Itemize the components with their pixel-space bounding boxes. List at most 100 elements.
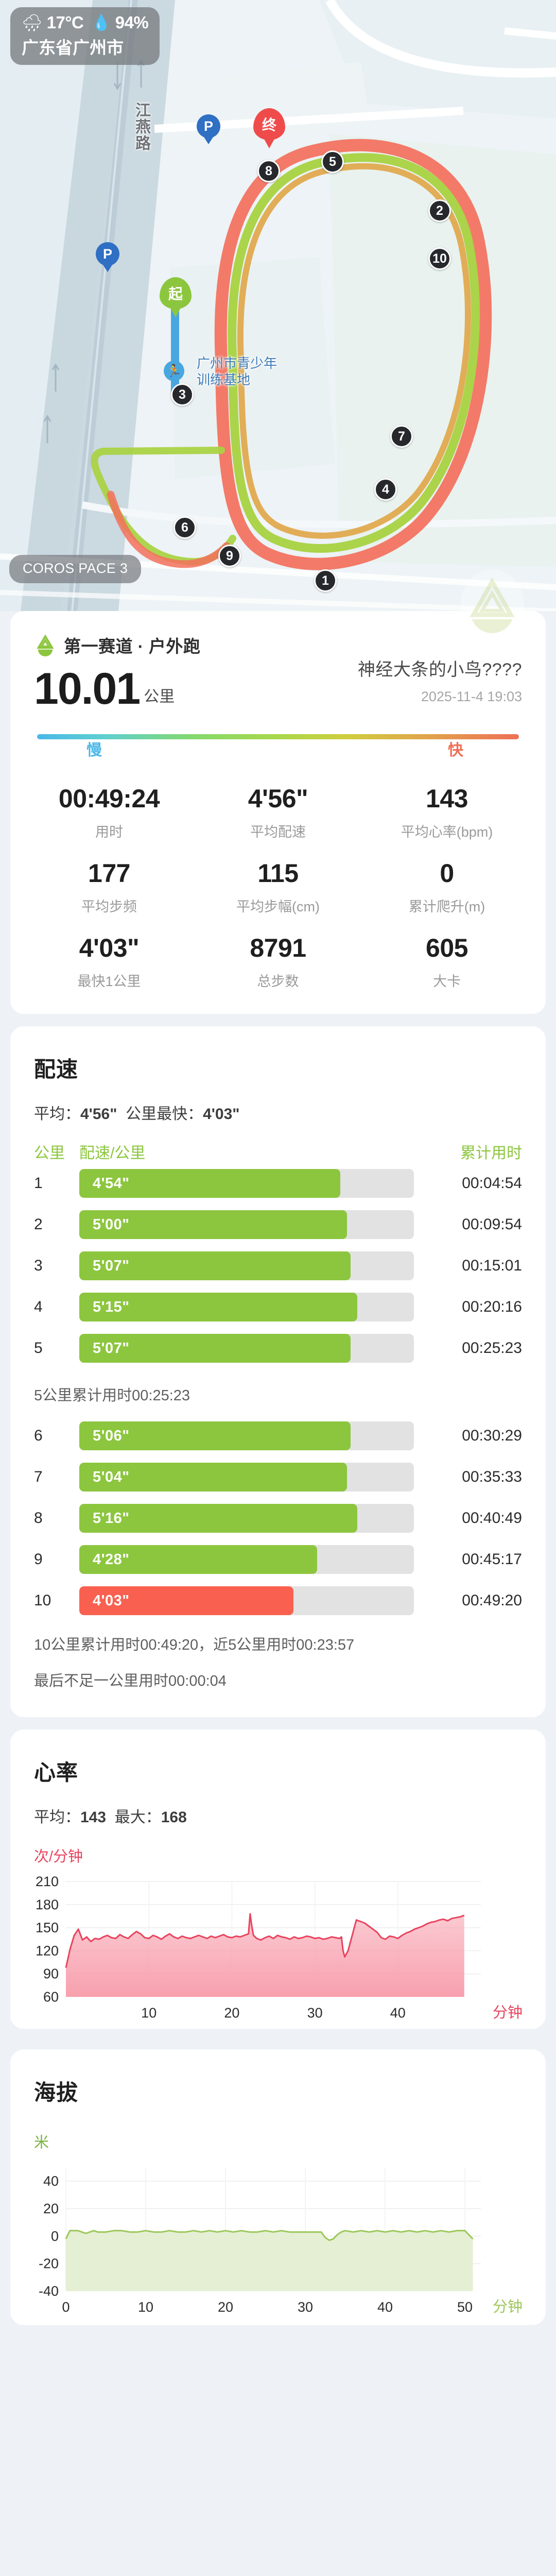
stat-value: 4'56" bbox=[248, 784, 308, 814]
svg-text:40: 40 bbox=[390, 2005, 406, 2021]
temperature-value: 17°C bbox=[46, 13, 84, 32]
brand-watermark-icon bbox=[460, 569, 524, 640]
svg-text:90: 90 bbox=[43, 1966, 59, 1981]
svg-text:120: 120 bbox=[36, 1943, 59, 1959]
heart-rate-card: 心率 平均：143 最大：168 次/分钟 60 90 120 150 180 210 10… bbox=[10, 1730, 546, 2029]
pace-row-value: 4'54" bbox=[93, 1175, 130, 1192]
pace-row-cumulative: 00:30:29 bbox=[462, 1427, 522, 1445]
heart-rate-section-title: 心率 bbox=[34, 1760, 79, 1785]
svg-text:60: 60 bbox=[43, 1989, 59, 2005]
pace-row-bar-track: 5'16" bbox=[79, 1504, 414, 1533]
svg-text:40: 40 bbox=[43, 2174, 59, 2189]
km-marker-5[interactable]: 5 bbox=[321, 150, 344, 173]
stat-avg-heart-rate: 143 平均心率(bpm) bbox=[362, 784, 531, 841]
stat-duration: 00:49:24 用时 bbox=[25, 784, 194, 841]
pace-col-cumulative: 累计用时 bbox=[460, 1145, 522, 1162]
pace-summary-line: 平均：4'56" 公里最快：4'03" bbox=[10, 1083, 546, 1124]
parking-marker-2[interactable]: P bbox=[96, 242, 119, 266]
speed-scale-fast-label: 快 bbox=[448, 742, 463, 759]
pace-row-bar: 4'54" bbox=[79, 1169, 340, 1198]
pace-card: 配速 平均：4'56" 公里最快：4'03" 公里 配速/公里 累计用时 1 4'… bbox=[10, 1026, 546, 1718]
pace-row-value: 4'03" bbox=[93, 1592, 130, 1609]
pace-row-bar: 5'07" bbox=[79, 1251, 351, 1281]
km-marker-1[interactable]: 1 bbox=[314, 569, 337, 592]
pace-row-bar: 4'28" bbox=[79, 1545, 317, 1574]
pace-row-value: 5'07" bbox=[93, 1340, 130, 1357]
pace-note-end: 10公里累计用时00:49:20，近5公里用时00:23:57 bbox=[34, 1637, 355, 1654]
pace-table-body: 1 4'54" 00:04:54 2 5'00" 00:09:54 3 5'07" 00:15:… bbox=[10, 1163, 546, 1621]
route-end-label: 终 bbox=[262, 117, 276, 133]
km-marker-4[interactable]: 4 bbox=[374, 478, 397, 501]
pace-row-value: 4'28" bbox=[93, 1551, 130, 1568]
svg-text:150: 150 bbox=[36, 1920, 59, 1936]
svg-text:20: 20 bbox=[224, 2005, 239, 2021]
km-marker-2[interactable]: 2 bbox=[428, 199, 451, 222]
hr-avg-label: 平均： bbox=[34, 1809, 80, 1826]
stat-label: 平均配速 bbox=[250, 824, 306, 840]
pace-row-value: 5'07" bbox=[93, 1257, 130, 1274]
heart-rate-y-unit: 次/分钟 bbox=[34, 1849, 83, 1866]
pace-row-bar-track: 5'00" bbox=[79, 1210, 414, 1240]
elevation-section-title: 海拔 bbox=[34, 2080, 79, 2105]
humidity-drop-icon: 💧 bbox=[92, 14, 111, 31]
pace-row: 6 5'06" 00:30:29 bbox=[10, 1415, 546, 1456]
pace-best-label: 公里最快： bbox=[126, 1106, 203, 1123]
pace-note-5km: 5公里累计用时00:25:23 bbox=[34, 1387, 190, 1404]
parking-icon: P bbox=[197, 114, 220, 138]
parking-marker-1[interactable]: P bbox=[197, 114, 220, 138]
pace-row-cumulative: 00:49:20 bbox=[462, 1592, 522, 1609]
stat-avg-cadence: 177 平均步频 bbox=[25, 858, 194, 916]
route-start-marker[interactable]: 起 bbox=[160, 277, 192, 309]
route-map[interactable]: 江燕路 广州市青少年 训练基地 P P 终 起 🏃 1 2 3 4 5 6 7 … bbox=[0, 0, 556, 611]
km-marker-8[interactable]: 8 bbox=[257, 160, 280, 182]
distance-value: 10.01 bbox=[34, 664, 141, 714]
km-marker-3[interactable]: 3 bbox=[171, 383, 194, 406]
pace-row-value: 5'15" bbox=[93, 1298, 130, 1315]
pace-row-bar-track: 4'54" bbox=[79, 1169, 414, 1198]
runner-icon: 🏃 bbox=[164, 361, 184, 381]
pace-row: 5 5'07" 00:25:23 bbox=[10, 1328, 546, 1369]
parking-icon: P bbox=[96, 242, 119, 266]
pace-row-bar: 5'16" bbox=[79, 1504, 357, 1533]
map-background bbox=[0, 0, 556, 611]
map-poi-label: 广州市青少年 训练基地 bbox=[197, 355, 277, 387]
pace-col-pace: 配速/公里 bbox=[79, 1145, 146, 1162]
stats-grid: 00:49:24 用时 4'56" 平均配速 143 平均心率(bpm) 177… bbox=[10, 764, 546, 1014]
activity-datetime: 2025-11-4 19:03 bbox=[421, 689, 522, 704]
pace-row: 7 5'04" 00:35:33 bbox=[10, 1456, 546, 1498]
km-marker-10[interactable]: 10 bbox=[428, 247, 451, 270]
pace-row: 8 5'16" 00:40:49 bbox=[10, 1498, 546, 1539]
svg-text:-40: -40 bbox=[39, 2283, 59, 2299]
pace-row-cumulative: 00:45:17 bbox=[462, 1551, 522, 1568]
pace-row-cumulative: 00:35:33 bbox=[462, 1468, 522, 1486]
km-marker-9[interactable]: 9 bbox=[218, 545, 241, 567]
map-road-label: 江燕路 bbox=[133, 102, 150, 151]
route-start-label: 起 bbox=[168, 286, 183, 302]
stat-value: 605 bbox=[426, 934, 468, 963]
svg-text:10: 10 bbox=[138, 2299, 153, 2315]
pace-row-bar: 4'03" bbox=[79, 1586, 293, 1616]
pace-row-bar: 5'04" bbox=[79, 1463, 347, 1492]
stat-value: 8791 bbox=[250, 934, 306, 963]
pace-row-bar-track: 5'07" bbox=[79, 1334, 414, 1363]
pace-row-bar-track: 4'28" bbox=[79, 1545, 414, 1574]
stat-label: 最快1公里 bbox=[77, 974, 141, 990]
route-end-marker[interactable]: 终 bbox=[253, 108, 285, 140]
svg-text:30: 30 bbox=[307, 2005, 323, 2021]
km-marker-6[interactable]: 6 bbox=[173, 516, 196, 539]
stat-value: 0 bbox=[440, 859, 454, 888]
weather-badge: 🌧 17°C 💧 94% 广东省广州市 bbox=[10, 7, 160, 65]
pace-row: 2 5'00" 00:09:54 bbox=[10, 1204, 546, 1245]
km-marker-7[interactable]: 7 bbox=[390, 425, 413, 448]
device-badge: COROS PACE 3 bbox=[9, 555, 142, 583]
elevation-chart: -40 -20 0 20 40 0 10 20 30 40 50 分钟 bbox=[22, 2160, 535, 2325]
pace-row-km: 2 bbox=[34, 1216, 43, 1233]
cloud-rain-icon: 🌧 bbox=[22, 13, 43, 32]
pace-row-km: 9 bbox=[34, 1551, 43, 1568]
stat-fastest-km: 4'03" 最快1公里 bbox=[25, 933, 194, 990]
svg-text:分钟: 分钟 bbox=[493, 2298, 523, 2315]
svg-text:180: 180 bbox=[36, 1897, 59, 1912]
hr-max-value: 168 bbox=[161, 1809, 187, 1826]
stat-label: 大卡 bbox=[433, 974, 461, 990]
stat-label: 用时 bbox=[95, 824, 123, 840]
